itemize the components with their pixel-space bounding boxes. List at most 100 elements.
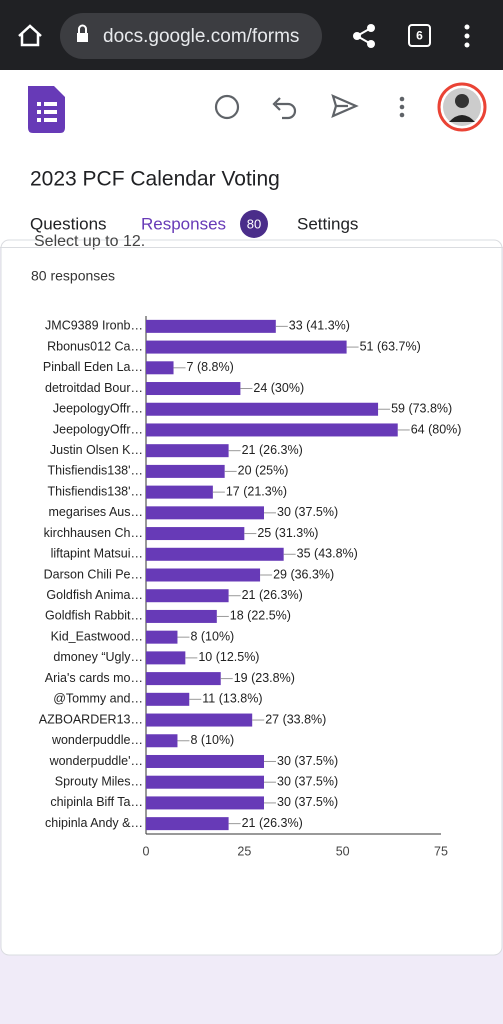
data-label: 29 (36.3%) bbox=[273, 567, 334, 581]
y-tick-label: JeepologyOffr… bbox=[53, 422, 143, 436]
tab[interactable]: Settings bbox=[297, 214, 358, 233]
logo-lines bbox=[37, 102, 57, 122]
data-label: 17 (21.3%) bbox=[226, 484, 287, 498]
header-divider bbox=[0, 247, 503, 248]
y-tick-label: Thisfiendis138'… bbox=[48, 464, 144, 478]
x-tick-label: 25 bbox=[237, 844, 251, 858]
data-label: 30 (37.5%) bbox=[277, 505, 338, 519]
bar bbox=[146, 340, 347, 354]
response-card bbox=[0, 239, 503, 956]
response-count: 80 responses bbox=[31, 268, 115, 284]
y-tick-label: chipinla Biff Ta… bbox=[50, 795, 143, 809]
tab-count: 6 bbox=[416, 29, 423, 43]
form-title: 2023 PCF Calendar Voting bbox=[30, 168, 280, 191]
data-label: 10 (12.5%) bbox=[198, 650, 259, 664]
y-tick-label: megarises Aus… bbox=[49, 505, 143, 519]
data-label: 59 (73.8%) bbox=[391, 402, 452, 416]
undo-icon[interactable] bbox=[272, 97, 297, 120]
data-label: 21 (26.3%) bbox=[242, 443, 303, 457]
data-label: 18 (22.5%) bbox=[230, 609, 291, 623]
bar bbox=[146, 796, 264, 810]
data-label: 25 (31.3%) bbox=[257, 526, 318, 540]
data-label: 51 (63.7%) bbox=[360, 339, 421, 353]
y-tick-label: Justin Olsen K… bbox=[50, 443, 143, 457]
y-tick-label: Aria's cards mo… bbox=[45, 671, 143, 685]
bar bbox=[146, 506, 264, 520]
bar bbox=[146, 361, 174, 375]
data-label: 8 (10%) bbox=[190, 629, 234, 643]
palette-icon[interactable] bbox=[214, 94, 240, 120]
url[interactable]: docs.google.com/forms bbox=[103, 26, 299, 47]
y-tick-label: Thisfiendis138'… bbox=[48, 484, 144, 498]
y-tick-label: liftapint Matsui… bbox=[51, 547, 143, 561]
data-label: 30 (37.5%) bbox=[277, 774, 338, 788]
x-tick-label: 75 bbox=[434, 844, 448, 858]
browser-menu[interactable] bbox=[464, 24, 470, 48]
y-tick-label: dmoney “Ugly… bbox=[53, 650, 143, 664]
send-icon[interactable] bbox=[331, 94, 359, 118]
tabs-icon[interactable] bbox=[408, 24, 431, 47]
y-tick-label: Kid_Eastwood… bbox=[51, 629, 143, 643]
data-label: 11 (13.8%) bbox=[202, 692, 262, 706]
home-icon[interactable] bbox=[18, 24, 42, 47]
tab[interactable]: Questions bbox=[30, 214, 107, 233]
avatar-body bbox=[449, 115, 475, 122]
avatar-head bbox=[455, 94, 469, 108]
lock-shackle bbox=[78, 24, 87, 33]
data-label: 7 (8.8%) bbox=[187, 360, 234, 374]
bar bbox=[146, 444, 229, 458]
y-tick-label: JMC9389 Ironb… bbox=[45, 319, 143, 333]
x-tick-label: 0 bbox=[143, 844, 150, 858]
data-label: 35 (43.8%) bbox=[297, 547, 358, 561]
bar bbox=[146, 382, 241, 396]
data-label: 24 (30%) bbox=[253, 381, 304, 395]
y-tick-label: chipinla Andy &… bbox=[45, 816, 143, 830]
bar bbox=[146, 734, 178, 748]
question-hint: Select up to 12. bbox=[34, 233, 145, 250]
y-tick-label: Goldfish Rabbit… bbox=[45, 609, 143, 623]
badge-count: 80 bbox=[247, 216, 261, 231]
y-tick-label: AZBOARDER13… bbox=[39, 712, 143, 726]
bar bbox=[146, 485, 213, 499]
share-icon[interactable] bbox=[353, 24, 375, 48]
y-tick-label: Pinball Eden La… bbox=[43, 360, 143, 374]
y-tick-label: kirchhausen Ch… bbox=[44, 526, 143, 540]
data-label: 30 (37.5%) bbox=[277, 754, 338, 768]
bar bbox=[146, 817, 229, 831]
tab-active[interactable]: Responses bbox=[141, 214, 226, 233]
data-label: 8 (10%) bbox=[190, 733, 234, 747]
bar bbox=[146, 630, 178, 644]
app-menu[interactable] bbox=[399, 96, 405, 118]
bar bbox=[146, 775, 264, 789]
x-tick-label: 50 bbox=[336, 844, 350, 858]
chart: 0 25 50 75 JMC9389 Ironb… 33 (41.3%) Rbonus012… bbox=[39, 316, 462, 858]
lock-icon bbox=[77, 33, 88, 42]
bar bbox=[146, 589, 229, 603]
bar bbox=[146, 547, 284, 561]
data-label: 21 (26.3%) bbox=[242, 816, 303, 830]
y-tick-label: Darson Chili Pe… bbox=[44, 567, 143, 581]
data-label: 33 (41.3%) bbox=[289, 319, 350, 333]
bar bbox=[146, 692, 190, 706]
bar bbox=[146, 651, 186, 665]
data-label: 64 (80%) bbox=[411, 422, 462, 436]
bar bbox=[146, 423, 398, 437]
y-tick-label: Rbonus012 Ca… bbox=[47, 339, 143, 353]
data-label: 21 (26.3%) bbox=[242, 588, 303, 602]
y-tick-label: Sprouty Miles… bbox=[55, 774, 143, 788]
y-tick-label: detroitdad Bour… bbox=[45, 381, 143, 395]
avatar-ring bbox=[437, 82, 487, 132]
url-box[interactable] bbox=[60, 13, 322, 59]
y-tick-label: Goldfish Anima… bbox=[46, 588, 143, 602]
data-label: 20 (25%) bbox=[238, 464, 289, 478]
bar bbox=[146, 672, 221, 686]
bar bbox=[146, 402, 379, 416]
bar bbox=[146, 609, 217, 623]
bar bbox=[146, 754, 264, 768]
bar bbox=[146, 464, 225, 478]
badge bbox=[240, 210, 268, 238]
y-tick-label: @Tommy and… bbox=[53, 692, 143, 706]
forms-logo[interactable] bbox=[28, 86, 65, 133]
